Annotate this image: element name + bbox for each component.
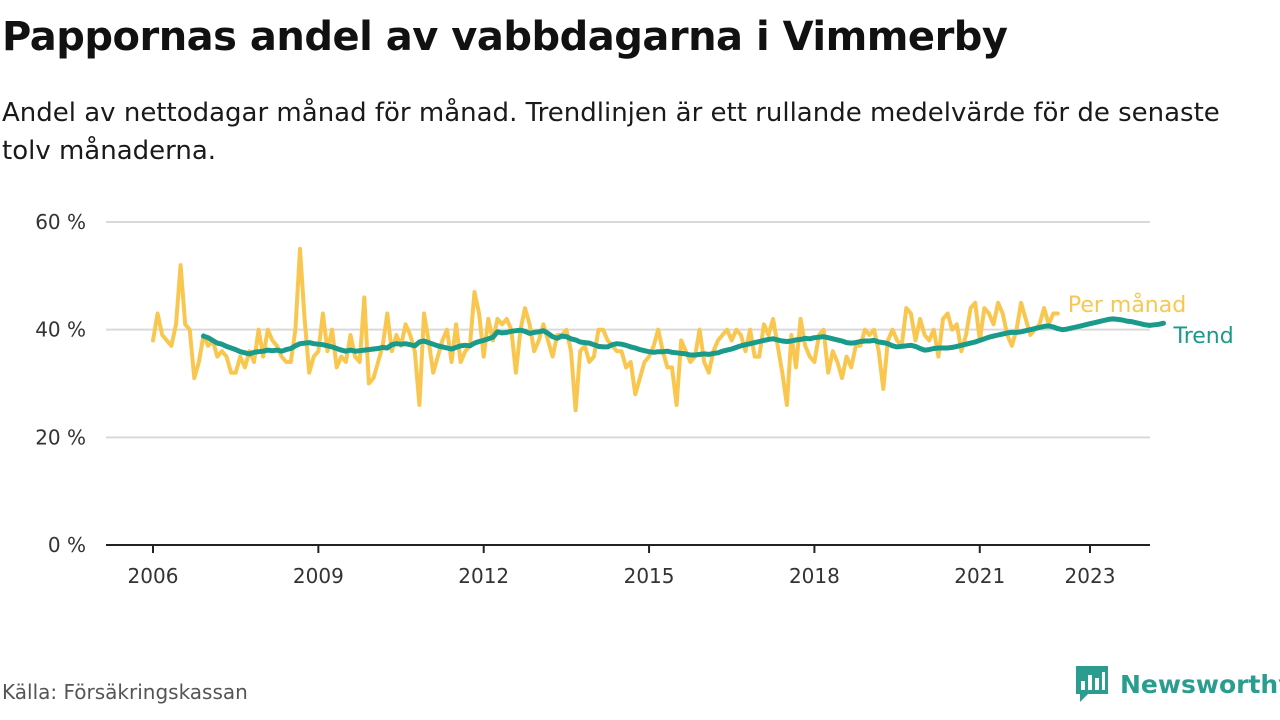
x-tick-label: 2023 — [1065, 564, 1116, 588]
x-tick-label: 2012 — [458, 564, 509, 588]
x-tick-label: 2021 — [954, 564, 1005, 588]
bar-chart-speech-bubble-icon — [1076, 666, 1108, 702]
x-tick-label: 2006 — [128, 564, 179, 588]
chart-title: Pappornas andel av vabbdagarna i Vimmerb… — [2, 14, 1008, 60]
y-tick-label: 40 % — [35, 318, 86, 342]
series-labels: Per månad Trend — [1068, 292, 1234, 349]
x-tick-label: 2018 — [789, 564, 840, 588]
monthly-series-label: Per månad — [1068, 292, 1186, 318]
monthly-series-line — [151, 246, 1060, 413]
y-tick-label: 60 % — [35, 210, 86, 234]
chart-subtitle: Andel av nettodagar månad för månad. Tre… — [2, 98, 1220, 166]
y-axis-labels: 0 % 20 % 40 % 60 % — [35, 210, 86, 557]
trend-series-line — [201, 316, 1166, 358]
brand-logo[interactable]: Newsworthy — [1074, 664, 1280, 704]
brand-name: Newsworthy — [1120, 669, 1280, 699]
x-axis: 2006 2009 2012 2015 2018 2021 2023 — [106, 544, 1150, 588]
x-tick-label: 2015 — [624, 564, 675, 588]
y-tick-label: 20 % — [35, 425, 86, 449]
data-lines — [151, 246, 1166, 413]
x-tick-label: 2009 — [293, 564, 344, 588]
gridlines — [106, 221, 1150, 439]
y-tick-label: 0 % — [48, 533, 86, 557]
trend-series-label: Trend — [1172, 324, 1233, 349]
source-note: Källa: Försäkringskassan — [2, 680, 248, 704]
